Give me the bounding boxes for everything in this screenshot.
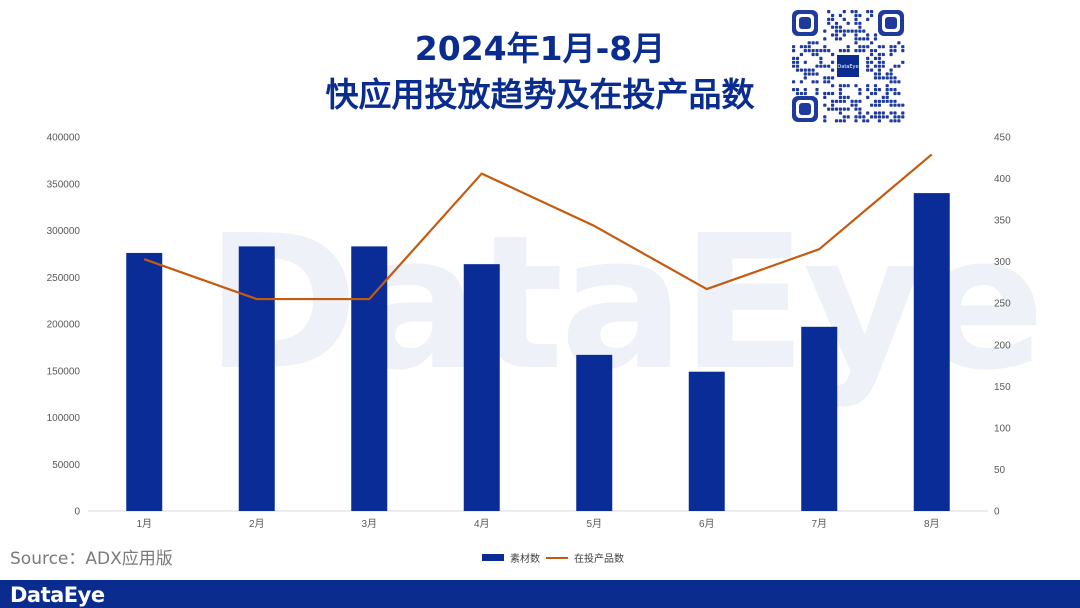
legend: 素材数 在投产品数 (482, 550, 624, 565)
y-left-tick-label: 0 (74, 507, 80, 518)
y-left-tick-label: 300000 (47, 226, 81, 237)
y-right-tick-label: 200 (994, 340, 1011, 351)
y-right-tick-label: 300 (994, 257, 1011, 268)
y-left-tick-label: 150000 (47, 366, 81, 377)
x-tick-label: 3月 (361, 518, 377, 530)
x-tick-label: 8月 (924, 518, 940, 530)
y-left-tick-label: 200000 (47, 320, 81, 331)
x-tick-label: 2月 (249, 518, 265, 530)
legend-bar-swatch (482, 554, 504, 561)
chart: 0500001000001500002000002500003000003500… (47, 133, 1011, 531)
x-tick-label: 1月 (136, 518, 152, 530)
x-tick-label: 5月 (586, 518, 602, 530)
bar-7 (801, 326, 838, 511)
y-left-tick-label: 50000 (52, 460, 80, 471)
y-right-tick-label: 400 (994, 174, 1011, 185)
y-right-tick-label: 250 (994, 299, 1011, 310)
x-tick-label: 6月 (699, 518, 715, 530)
footer-logo: DataEye (10, 583, 105, 607)
y-right-tick-label: 450 (994, 133, 1011, 144)
y-right-tick-label: 50 (994, 465, 1006, 476)
y-right-tick-label: 100 (994, 423, 1011, 434)
legend-line-swatch (546, 556, 568, 559)
bar-2 (238, 246, 275, 511)
y-right-tick-label: 150 (994, 382, 1011, 393)
bar-1 (126, 252, 163, 511)
y-right-tick-label: 350 (994, 216, 1011, 227)
line-series-active-products (143, 153, 933, 301)
legend-line-label: 在投产品数 (574, 554, 624, 565)
bar-3 (351, 246, 388, 511)
chart-title-line1: 2024年1月-8月 (414, 29, 666, 68)
qr-code-icon: DataEye (790, 8, 906, 124)
legend-bar-label: 素材数 (510, 554, 540, 565)
bar-6 (688, 371, 725, 511)
x-tick-label: 7月 (811, 518, 827, 530)
qr-logo-text: DataEye (837, 64, 858, 70)
bar-5 (576, 354, 613, 511)
bar-8 (913, 193, 950, 511)
y-left-tick-label: 400000 (47, 133, 81, 144)
source-note: Source：ADX应用版 (10, 549, 173, 569)
bar-4 (463, 264, 500, 511)
y-left-tick-label: 100000 (47, 413, 81, 424)
y-left-tick-label: 350000 (47, 179, 81, 190)
footer-bar (0, 580, 1080, 608)
chart-title-line2: 快应用投放趋势及在投产品数 (325, 75, 755, 114)
x-tick-label: 4月 (474, 518, 490, 530)
y-right-tick-label: 0 (994, 507, 1000, 518)
y-left-tick-label: 250000 (47, 273, 81, 284)
